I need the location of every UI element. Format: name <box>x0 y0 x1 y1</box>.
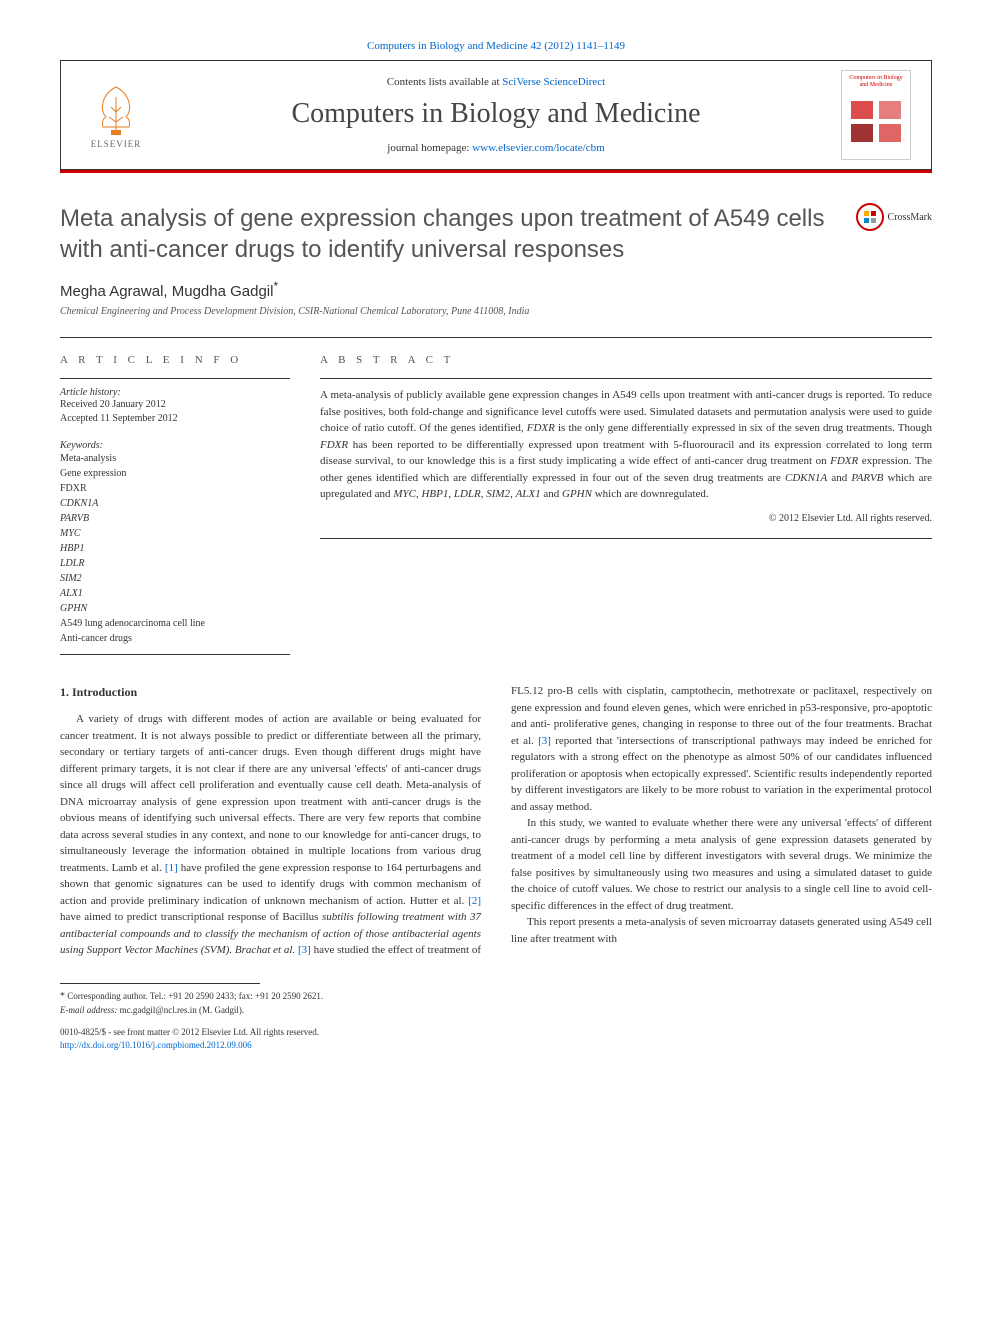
p2c: reported that 'intersections of transcri… <box>511 735 932 813</box>
keyword-item: GPHN <box>60 601 290 616</box>
journal-header: ELSEVIER Contents lists available at Sci… <box>60 60 932 170</box>
section-divider <box>60 337 932 338</box>
ref-3b[interactable]: [3] <box>538 735 551 747</box>
p1a: A variety of drugs with different modes … <box>60 713 481 874</box>
ref-1[interactable]: [1] <box>165 862 178 874</box>
header-center: Contents lists available at SciVerse Sci… <box>151 76 841 154</box>
keyword-item: PARVB <box>60 511 290 526</box>
issn-line: 0010-4825/$ - see front matter © 2012 El… <box>60 1026 932 1039</box>
banner-citation: Computers in Biology and Medicine 42 (20… <box>60 40 932 52</box>
keywords-block: Keywords: Meta-analysisGene expressionFD… <box>60 440 290 646</box>
abstract-column: A B S T R A C T A meta-analysis of publi… <box>320 354 932 646</box>
body-para-4: This report presents a meta-analysis of … <box>511 914 932 947</box>
info-abstract-row: A R T I C L E I N F O Article history: R… <box>60 354 932 646</box>
author-names: Megha Agrawal, Mugdha Gadgil <box>60 283 273 300</box>
journal-title: Computers in Biology and Medicine <box>151 98 841 130</box>
section-heading: 1. Introduction <box>60 683 481 701</box>
abstract-header: A B S T R A C T <box>320 354 932 366</box>
keyword-item: Anti-cancer drugs <box>60 631 290 646</box>
affiliation: Chemical Engineering and Process Develop… <box>60 306 932 317</box>
cover-image-icon <box>846 96 906 146</box>
keyword-item: HBP1 <box>60 541 290 556</box>
accepted-date: Accepted 11 September 2012 <box>60 412 290 426</box>
elsevier-logo: ELSEVIER <box>81 73 151 158</box>
authors: Megha Agrawal, Mugdha Gadgil* <box>60 279 932 300</box>
elsevier-text: ELSEVIER <box>91 139 142 149</box>
elsevier-tree-icon <box>91 82 141 137</box>
info-header: A R T I C L E I N F O <box>60 354 290 366</box>
crossmark-badge[interactable]: CrossMark <box>856 203 932 231</box>
keyword-item: LDLR <box>60 556 290 571</box>
ref-3[interactable]: [3] <box>298 944 311 956</box>
cover-title: Computers in Biology and Medicine <box>846 75 906 88</box>
abstract-bottom-divider <box>320 538 932 539</box>
contents-before: Contents lists available at <box>387 76 502 88</box>
keyword-item: Gene expression <box>60 466 290 481</box>
abstract-text: A meta-analysis of publicly available ge… <box>320 387 932 503</box>
corresponding-footnote: * Corresponding author. Tel.: +91 20 259… <box>60 990 932 1017</box>
copyright: © 2012 Elsevier Ltd. All rights reserved… <box>320 513 932 524</box>
keywords-label: Keywords: <box>60 440 290 451</box>
article-title: Meta analysis of gene expression changes… <box>60 203 836 265</box>
body-para-3: In this study, we wanted to evaluate whe… <box>511 815 932 914</box>
doi-link[interactable]: http://dx.doi.org/10.1016/j.compbiomed.2… <box>60 1040 252 1050</box>
history-label: Article history: <box>60 387 290 398</box>
info-divider-1 <box>60 378 290 379</box>
keyword-item: A549 lung adenocarcinoma cell line <box>60 616 290 631</box>
sciencedirect-link[interactable]: SciVerse ScienceDirect <box>502 76 605 88</box>
email-label: E-mail address: <box>60 1005 120 1015</box>
homepage-link[interactable]: www.elsevier.com/locate/cbm <box>472 142 604 154</box>
page: Computers in Biology and Medicine 42 (20… <box>0 0 992 1092</box>
body-columns: 1. Introduction A variety of drugs with … <box>60 683 932 959</box>
keyword-item: MYC <box>60 526 290 541</box>
footnote-divider <box>60 983 260 984</box>
p1c: have aimed to predict transcriptional re… <box>60 911 322 923</box>
citation-link[interactable]: Computers in Biology and Medicine 42 (20… <box>367 40 625 52</box>
keyword-item: Meta-analysis <box>60 451 290 466</box>
homepage-before: journal homepage: <box>387 142 472 154</box>
crossmark-icon <box>856 203 884 231</box>
info-bottom-divider <box>60 654 290 655</box>
journal-homepage: journal homepage: www.elsevier.com/locat… <box>151 142 841 154</box>
footer-meta: 0010-4825/$ - see front matter © 2012 El… <box>60 1026 932 1051</box>
email-value: mc.gadgil@ncl.res.in (M. Gadgil). <box>120 1005 245 1015</box>
contents-line: Contents lists available at SciVerse Sci… <box>151 76 841 88</box>
ref-2[interactable]: [2] <box>468 895 481 907</box>
corresponding-mark: * <box>273 279 278 293</box>
keyword-item: ALX1 <box>60 586 290 601</box>
journal-cover: Computers in Biology and Medicine <box>841 70 911 160</box>
keyword-item: CDKN1A <box>60 496 290 511</box>
corr-text: Corresponding author. Tel.: +91 20 2590 … <box>67 991 323 1001</box>
abstract-divider <box>320 378 932 379</box>
keyword-item: SIM2 <box>60 571 290 586</box>
article-info: A R T I C L E I N F O Article history: R… <box>60 354 290 646</box>
crossmark-label: CrossMark <box>888 212 932 223</box>
red-divider <box>60 170 932 173</box>
keyword-item: FDXR <box>60 481 290 496</box>
received-date: Received 20 January 2012 <box>60 398 290 412</box>
title-row: Meta analysis of gene expression changes… <box>60 203 932 265</box>
footnote-ast: * <box>60 991 65 1002</box>
